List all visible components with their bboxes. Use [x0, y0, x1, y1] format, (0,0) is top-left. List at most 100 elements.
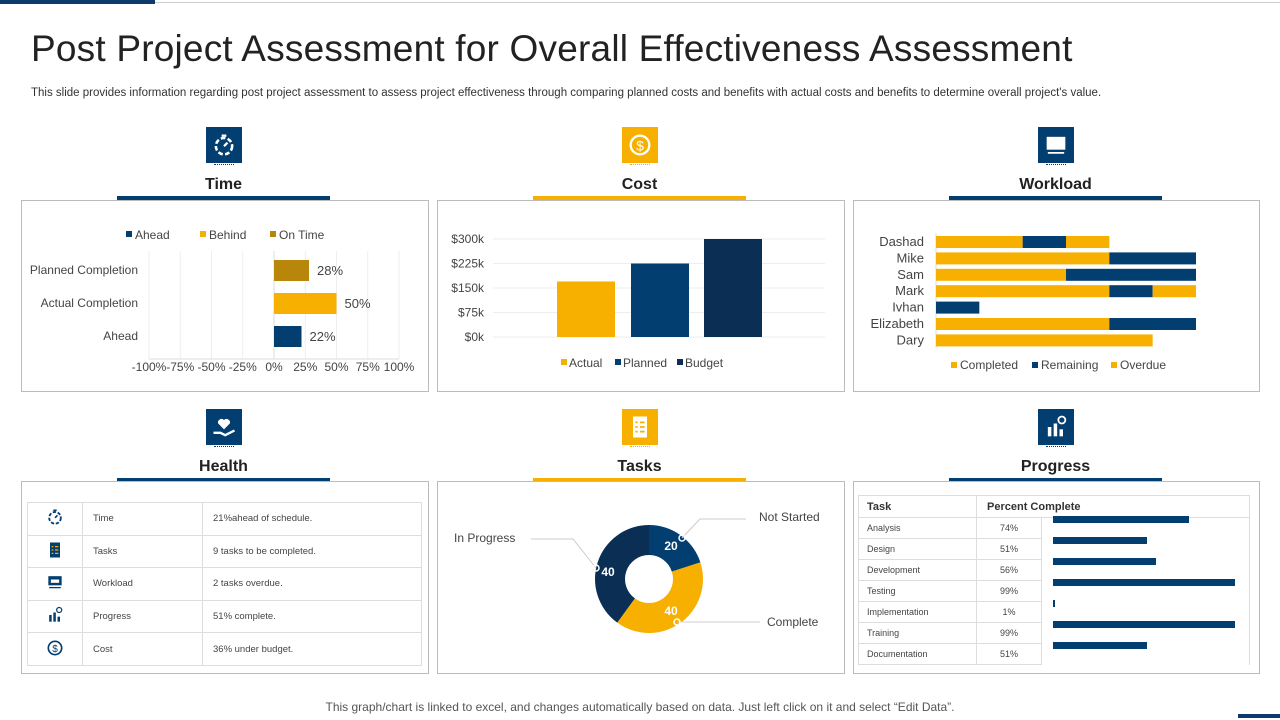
category-label: Sam: [897, 267, 924, 282]
bar-segment-remaining: [1109, 252, 1196, 265]
legend-label: Actual: [569, 356, 602, 370]
category-label: Elizabeth: [871, 316, 924, 331]
top-accent-bar: [0, 0, 155, 4]
task-percent: 99%: [976, 580, 1042, 602]
y-tick-label: $300k: [451, 232, 485, 246]
bar-segment-completed: [936, 236, 1023, 248]
data-label: 28%: [317, 263, 343, 278]
stopwatch-gear-icon: [27, 502, 83, 536]
health-row: Workload 2 tasks overdue.: [27, 567, 422, 601]
icon-connector: [630, 446, 650, 448]
section-underline-time: [117, 196, 330, 200]
legend-label: Completed: [960, 358, 1018, 372]
health-table: Time 21%ahead of schedule. Tasks 9 tasks to…: [27, 502, 422, 666]
progress-bar-cell: [1041, 557, 1250, 581]
checklist-icon: [622, 409, 658, 445]
progress-bar: [1053, 620, 1236, 628]
section-title-workload: Workload: [1019, 176, 1092, 193]
bar-segment-remaining: [1066, 268, 1196, 281]
task-name: Documentation: [858, 643, 977, 665]
section-title-progress: Progress: [1020, 458, 1091, 475]
icon-connector: [214, 164, 234, 166]
progress-row: Development 56%: [858, 557, 1250, 581]
legend-label: Behind: [209, 228, 246, 242]
progress-bar-cell: [1041, 599, 1250, 623]
bar-segment-overdue: [1152, 285, 1196, 298]
health-row: Tasks 9 tasks to be completed.: [27, 534, 422, 569]
category-label: Dary: [897, 332, 925, 347]
tasks-panel: 20 40 40 Not Started Complete In Progress: [437, 481, 845, 674]
bar: [274, 326, 302, 347]
task-percent: 99%: [976, 622, 1042, 644]
legend-swatch: [126, 231, 132, 237]
section-underline-cost: [533, 196, 746, 200]
bar-chart-gear-icon: [27, 599, 83, 634]
y-tick-label: $225k: [451, 257, 485, 271]
health-row: Time 21%ahead of schedule.: [27, 502, 422, 536]
section-title-time: Time: [204, 176, 243, 193]
legend-swatch: [561, 359, 567, 365]
task-name: Analysis: [858, 517, 977, 539]
progress-header-task: Task: [858, 495, 977, 518]
progress-row: Testing 99%: [858, 578, 1250, 602]
health-row: Progress 51% complete.: [27, 599, 422, 634]
footer-note: This graph/chart is linked to excel, and…: [325, 700, 955, 714]
task-name: Implementation: [858, 601, 977, 623]
legend-label: Remaining: [1041, 358, 1098, 372]
category-label: Ivhan: [892, 300, 924, 315]
task-percent: 74%: [976, 517, 1042, 539]
x-tick-label: -100%: [132, 360, 167, 374]
cost-panel: $0k $75k $150k $225k $300k Actual Planned Budge…: [437, 200, 845, 392]
category-label: Mark: [895, 283, 924, 298]
x-tick-label: 100%: [384, 360, 415, 374]
leader-line: [681, 518, 746, 539]
leader-dot: [592, 564, 600, 572]
bar-segment-completed: [936, 285, 1110, 298]
health-metric: Tasks: [82, 534, 203, 569]
legend-swatch: [1032, 362, 1038, 368]
icon-connector: [1046, 446, 1066, 448]
bar-segment-remaining: [936, 301, 980, 314]
section-title-health: Health: [199, 458, 248, 475]
icon-connector: [1046, 164, 1066, 166]
health-description: 36% under budget.: [202, 632, 422, 666]
page-title: Post Project Assessment for Overall Effe…: [31, 28, 1073, 69]
task-percent: 51%: [976, 643, 1042, 665]
y-tick-label: $150k: [451, 281, 485, 295]
progress-bar-cell: [1041, 516, 1250, 539]
x-tick-label: -25%: [229, 360, 257, 374]
checklist-icon: [27, 534, 83, 569]
x-tick-label: 50%: [324, 360, 348, 374]
progress-bar: [1053, 599, 1055, 607]
category-label: Mike: [897, 250, 924, 265]
health-metric: Progress: [82, 599, 203, 634]
stopwatch-gear-icon: [206, 127, 242, 163]
monitor-icon: [1038, 127, 1074, 163]
task-percent: 56%: [976, 559, 1042, 581]
category-label: Planned Completion: [30, 263, 138, 277]
time-chart[interactable]: -100% -75% -50% -25% 0% 25% 50% 75% 100% Ahead Beh…: [22, 201, 428, 391]
dollar-coin-icon: $: [27, 632, 83, 666]
bar-planned: [631, 263, 689, 337]
legend-swatch: [1111, 362, 1117, 368]
dollar-coin-icon: $: [622, 127, 658, 163]
health-description: 2 tasks overdue.: [202, 567, 422, 601]
tasks-donut-chart[interactable]: 20 40 40 Not Started Complete In Progress: [438, 482, 844, 673]
bar-budget: [704, 239, 762, 337]
task-percent: 51%: [976, 538, 1042, 560]
progress-header-percent: Percent Complete: [976, 495, 1250, 518]
progress-bar: [1053, 641, 1147, 649]
top-rule: [0, 2, 1280, 3]
legend-label: Planned: [623, 356, 667, 370]
legend-swatch: [677, 359, 683, 365]
task-name: Training: [858, 622, 977, 644]
progress-row: Documentation 51%: [858, 641, 1250, 665]
legend-swatch: [615, 359, 621, 365]
cost-chart[interactable]: $0k $75k $150k $225k $300k Actual Planned Budge…: [438, 201, 844, 391]
section-title-cost: Cost: [621, 176, 658, 193]
slice-value-label: 40: [664, 604, 678, 618]
slice-value-label: 40: [601, 565, 615, 579]
progress-row: Training 99%: [858, 620, 1250, 644]
x-tick-label: -50%: [197, 360, 225, 374]
